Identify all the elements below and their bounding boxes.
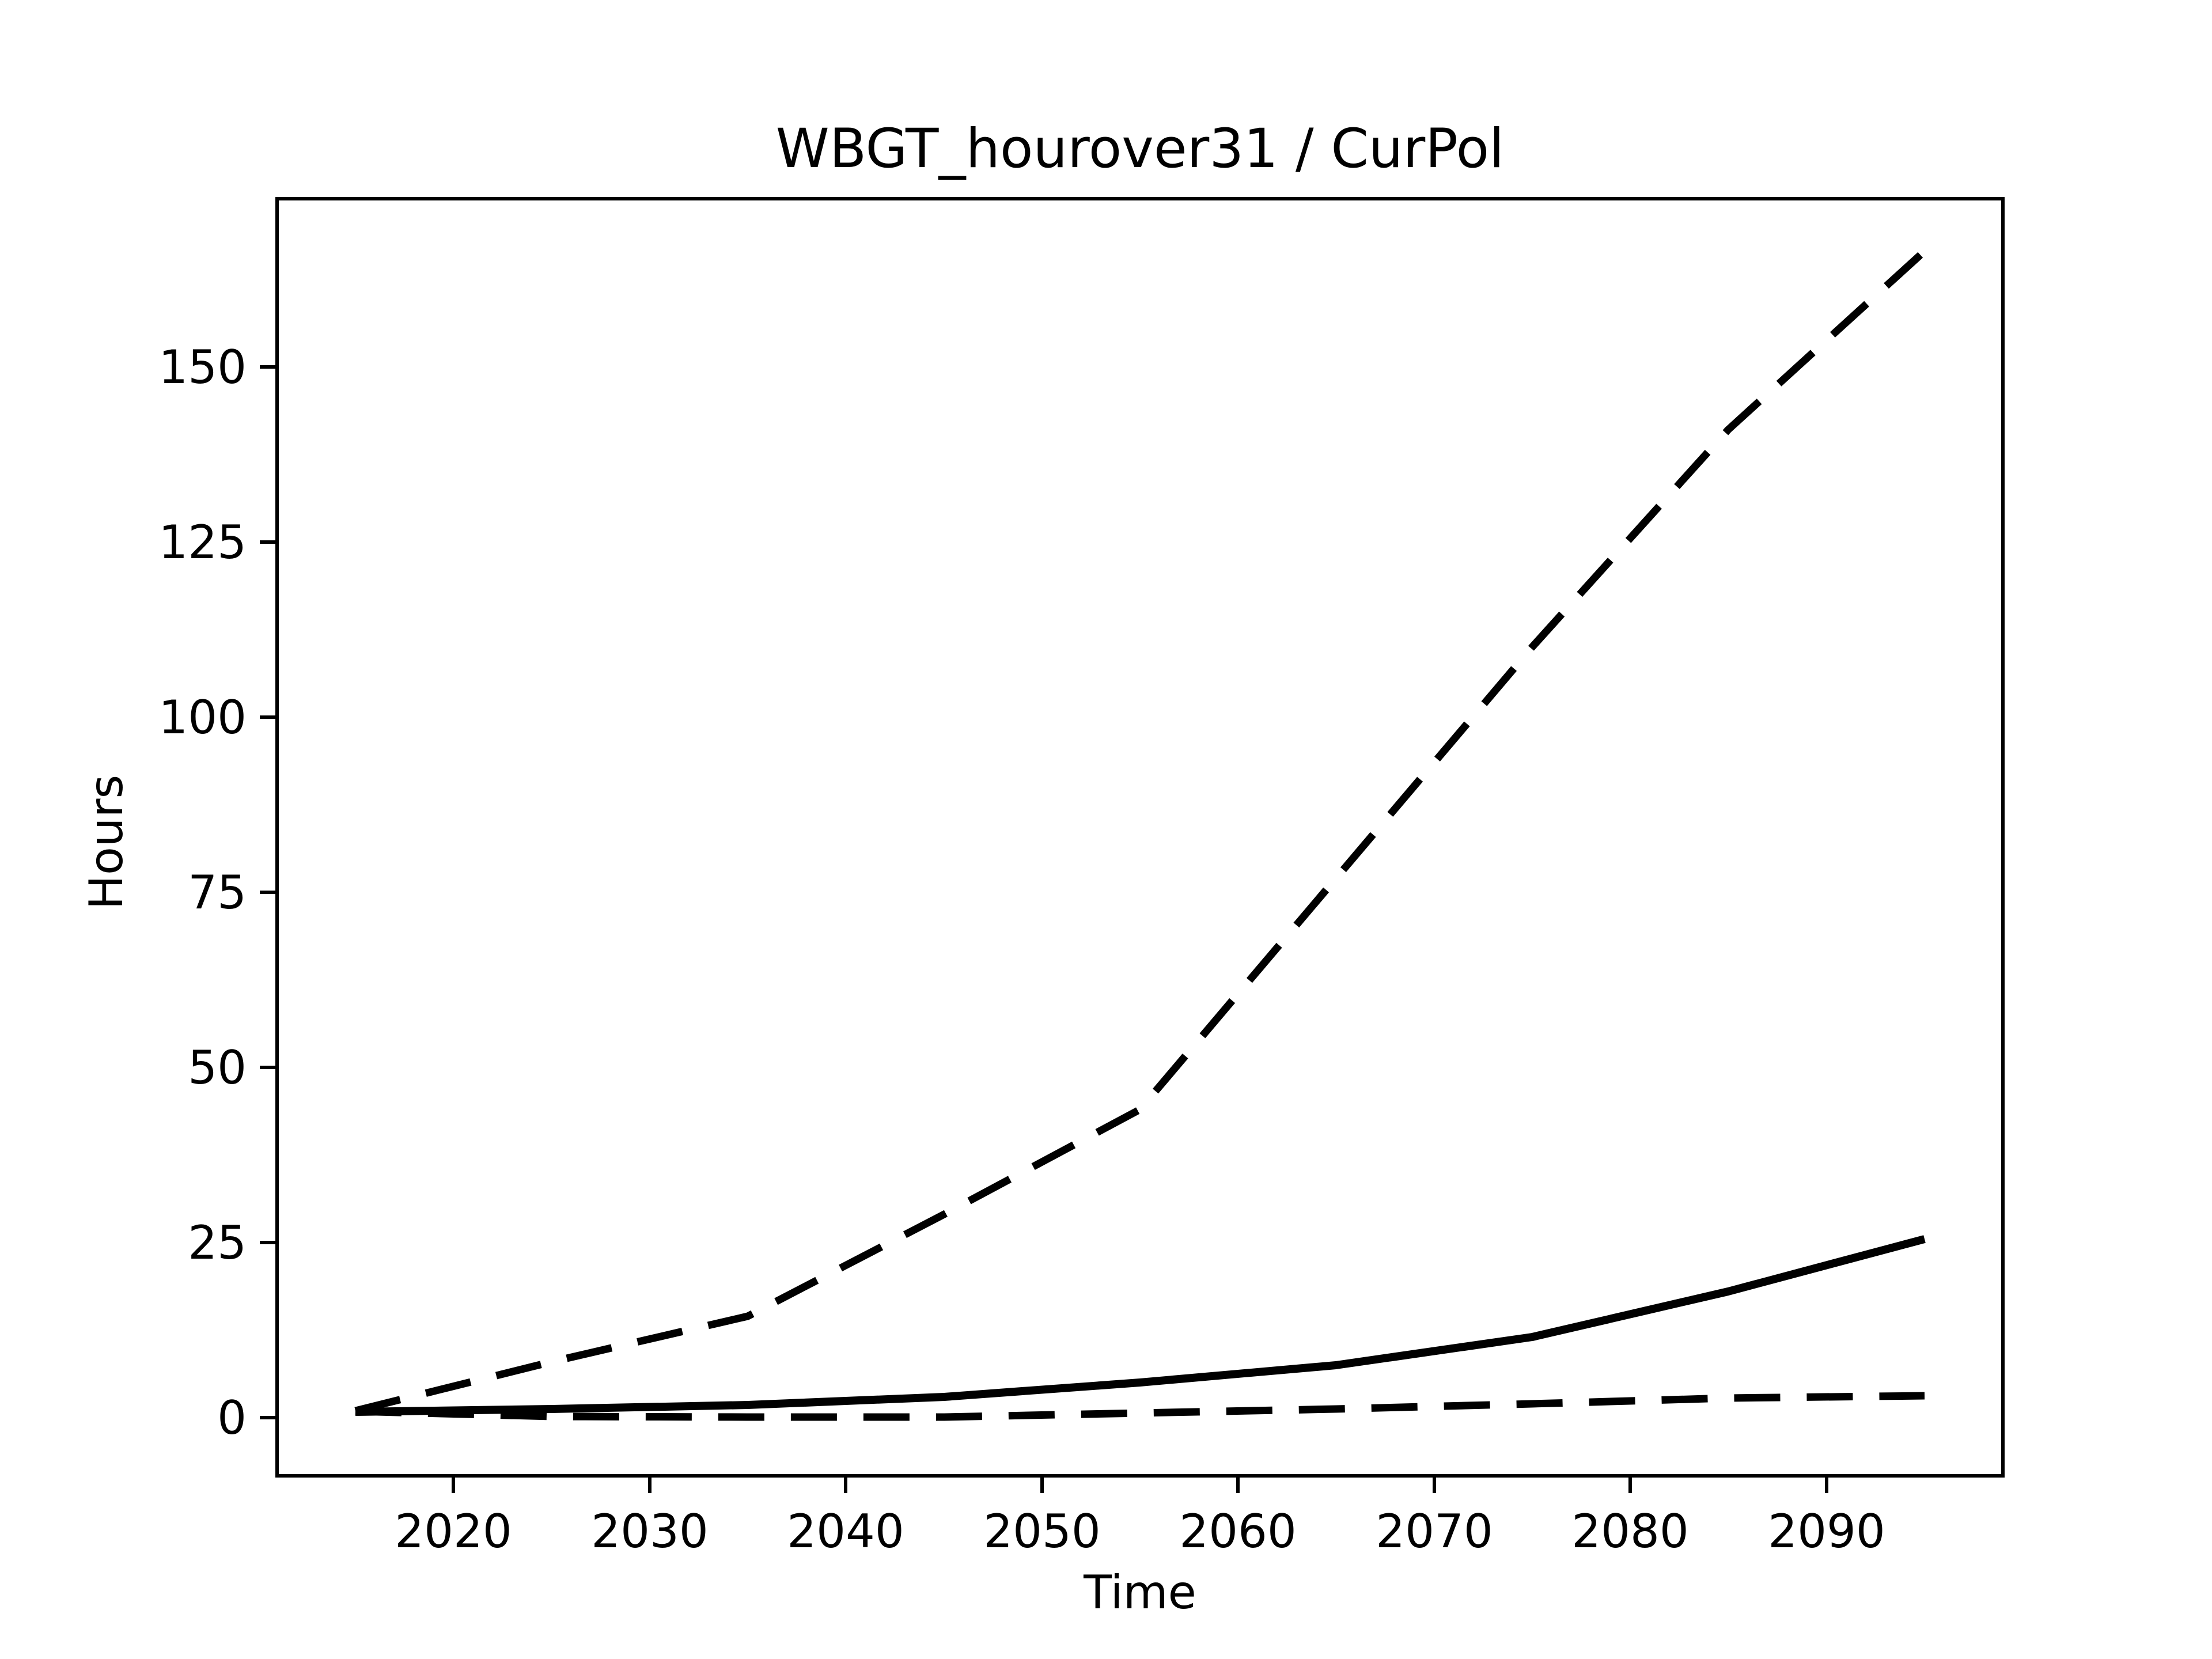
- x-axis-label: Time: [1083, 1566, 1196, 1619]
- y-tick-label: 25: [188, 1216, 247, 1270]
- x-tick-label: 2090: [1768, 1505, 1885, 1558]
- chart-series: [354, 248, 1927, 1421]
- y-axis-ticks: 0 25 50 75 100 125 150: [158, 340, 277, 1445]
- y-tick-label: 100: [158, 691, 247, 744]
- y-tick-label: 50: [188, 1041, 247, 1094]
- x-tick-label: 2050: [983, 1505, 1101, 1558]
- x-tick-label: 2070: [1376, 1505, 1493, 1558]
- series-lower-dashed: [355, 1392, 1925, 1421]
- series-upper-dashed: [354, 248, 1927, 1415]
- y-tick-label: 75: [188, 866, 247, 919]
- x-tick-label: 2030: [591, 1505, 709, 1558]
- chart-title: WBGT_hourover31 / CurPol: [776, 118, 1504, 180]
- y-axis-label: Hours: [79, 775, 133, 910]
- y-tick-label: 0: [217, 1391, 247, 1445]
- y-tick-label: 125: [158, 516, 247, 569]
- x-axis-ticks: 2020 2030 2040 2050 2060 2070 2080 2090: [395, 1476, 1885, 1558]
- plot-area-border: [275, 197, 2005, 1478]
- y-tick-label: 150: [158, 340, 247, 394]
- x-tick-label: 2060: [1179, 1505, 1297, 1558]
- x-tick-label: 2020: [395, 1505, 512, 1558]
- series-middle-solid: [355, 1235, 1926, 1416]
- x-tick-label: 2080: [1571, 1505, 1689, 1558]
- x-tick-label: 2040: [787, 1505, 904, 1558]
